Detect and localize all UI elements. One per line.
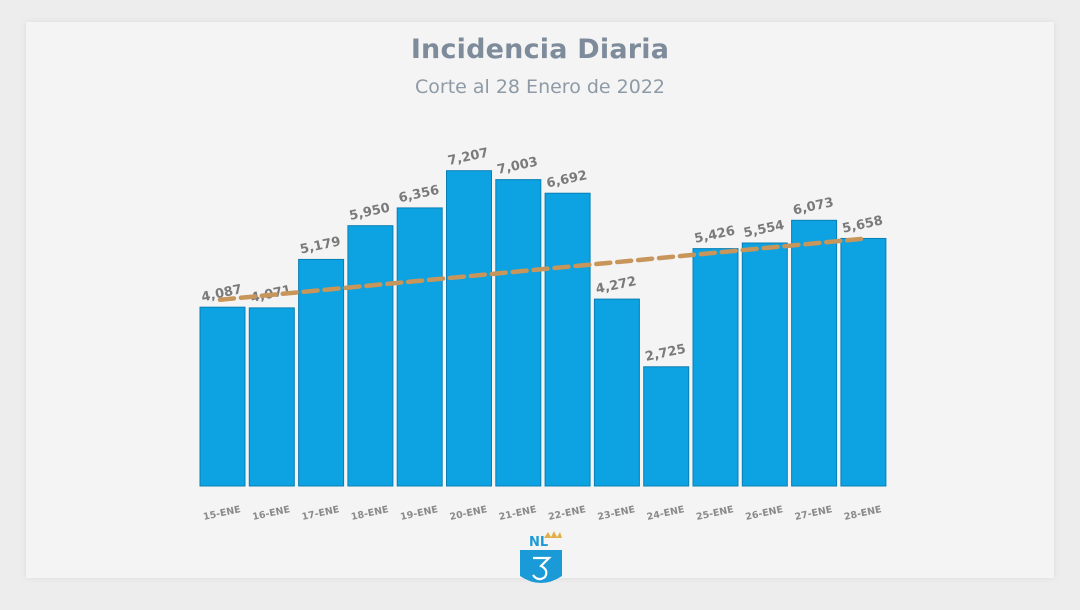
trend-line	[217, 236, 864, 302]
x-tick-label: 27-ENE	[794, 504, 834, 523]
value-label: 7,207	[447, 146, 490, 169]
chart-subtitle: Corte al 28 Enero de 2022	[415, 76, 665, 98]
bar-26-ene	[741, 242, 788, 487]
logo-text: NL	[529, 535, 548, 550]
x-tick-label: 28-ENE	[843, 504, 883, 523]
x-tick-label: 24-ENE	[646, 504, 686, 523]
bar-19-ene	[396, 207, 443, 487]
bar-18-ene	[347, 225, 394, 487]
bar-27-ene	[791, 219, 838, 487]
bar-16-ene	[248, 307, 295, 487]
logo-emblem-icon	[532, 556, 552, 581]
value-label: 2,725	[644, 342, 687, 365]
bar-22-ene	[544, 192, 591, 487]
value-label: 5,179	[299, 234, 342, 257]
x-tick-label: 19-ENE	[399, 504, 439, 523]
x-tick-label: 21-ENE	[498, 504, 538, 523]
value-label: 4,272	[594, 274, 637, 297]
x-tick-label: 18-ENE	[350, 504, 390, 523]
value-label: 5,658	[841, 213, 884, 236]
bar-25-ene	[692, 248, 739, 487]
bar-17-ene	[298, 258, 345, 487]
bar-23-ene	[593, 298, 640, 487]
x-tick-label: 20-ENE	[449, 504, 489, 523]
x-tick-label: 26-ENE	[745, 504, 785, 523]
bar-21-ene	[495, 179, 542, 487]
value-label: 4,087	[200, 282, 243, 305]
nl-logo: NL	[520, 531, 562, 583]
bar-28-ene	[840, 237, 887, 487]
bar-15-ene	[199, 306, 246, 487]
chart-title: Incidencia Diaria	[410, 34, 670, 65]
value-label: 5,554	[742, 218, 785, 241]
x-tick-label: 25-ENE	[695, 504, 735, 523]
value-label: 6,073	[792, 195, 835, 218]
x-tick-label: 16-ENE	[252, 504, 292, 523]
x-tick-label: 15-ENE	[202, 504, 242, 523]
x-tick-labels-group: 15-ENE 16-ENE 17-ENE 18-ENE 19-ENE 20-ENE 21-E…	[202, 504, 882, 523]
value-label: 6,356	[397, 183, 440, 206]
value-label: 7,003	[496, 155, 539, 178]
bar-20-ene	[446, 170, 492, 487]
x-tick-label: 23-ENE	[597, 504, 637, 523]
x-tick-label: 17-ENE	[301, 504, 341, 523]
x-tick-label: 22-ENE	[547, 504, 587, 523]
bars-group	[199, 170, 887, 487]
bar-24-ene	[643, 366, 690, 487]
logo-crown-icon	[544, 531, 562, 538]
value-label: 5,950	[348, 201, 391, 224]
value-label: 5,426	[693, 224, 736, 247]
value-label: 6,692	[545, 168, 588, 191]
